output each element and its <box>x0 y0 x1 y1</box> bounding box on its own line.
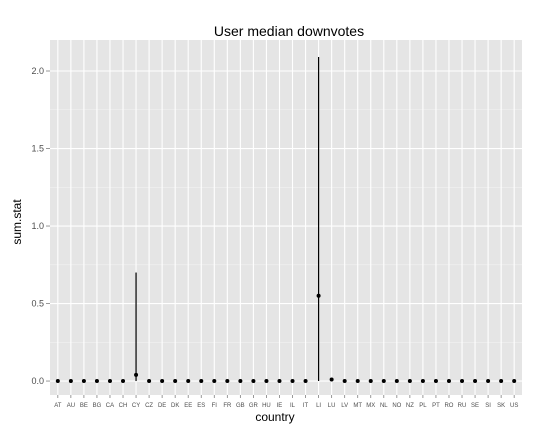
data-point <box>68 379 73 384</box>
x-tick-label: ES <box>197 403 205 409</box>
data-point <box>94 379 99 384</box>
x-tick-label: CH <box>119 403 128 409</box>
data-point <box>212 379 217 384</box>
data-point <box>251 379 256 384</box>
data-point <box>238 379 243 384</box>
data-point <box>486 379 491 384</box>
x-tick-label: AU <box>67 403 75 409</box>
x-axis-ticks: AT AU BE BG CA CH CY CZ DE DK EE ES FI FR GB GR HU IE IL IT… <box>54 395 518 409</box>
x-tick-label: BG <box>93 403 102 409</box>
y-tick-label: 0.5 <box>31 299 44 309</box>
x-tick-label: PL <box>419 403 427 409</box>
x-tick-label: IE <box>277 403 283 409</box>
x-tick-label: NL <box>380 403 388 409</box>
data-point <box>277 379 282 384</box>
data-point <box>394 379 399 384</box>
plot-panel <box>50 40 522 395</box>
data-point <box>290 379 295 384</box>
data-point <box>460 379 465 384</box>
chart-title: User median downvotes <box>214 23 364 39</box>
x-tick-label: LI <box>316 403 321 409</box>
data-point <box>446 379 451 384</box>
data-point <box>186 379 191 384</box>
x-tick-label: US <box>510 403 518 409</box>
x-tick-label: FR <box>223 403 232 409</box>
y-axis-ticks: 0.0 0.5 1.0 1.5 2.0 <box>31 66 50 386</box>
data-point <box>316 293 321 298</box>
data-point <box>121 379 126 384</box>
data-point <box>160 379 165 384</box>
data-point <box>420 379 425 384</box>
data-point <box>329 377 334 382</box>
x-tick-label: MT <box>353 403 362 409</box>
data-point <box>381 379 386 384</box>
x-tick-label: RU <box>458 403 467 409</box>
x-tick-label: AT <box>54 403 62 409</box>
data-point <box>81 379 86 384</box>
x-axis-title: country <box>255 410 294 424</box>
x-tick-label: BE <box>80 403 88 409</box>
x-tick-label: DK <box>171 403 179 409</box>
x-tick-label: CY <box>132 403 140 409</box>
data-point <box>512 379 517 384</box>
x-tick-label: MX <box>366 403 375 409</box>
y-axis-title: sum.stat <box>10 199 24 245</box>
data-point <box>368 379 373 384</box>
x-tick-label: SK <box>497 403 505 409</box>
x-tick-label: RO <box>444 403 453 409</box>
x-tick-label: SE <box>471 403 479 409</box>
data-point <box>107 379 112 384</box>
x-tick-label: LU <box>328 403 336 409</box>
data-point <box>264 379 269 384</box>
x-tick-label: IT <box>303 403 309 409</box>
x-tick-label: SI <box>485 403 491 409</box>
data-point <box>303 379 308 384</box>
x-tick-label: CA <box>106 403 114 409</box>
x-tick-label: GR <box>249 403 259 409</box>
data-point <box>342 379 347 384</box>
data-point <box>225 379 230 384</box>
x-tick-label: CZ <box>145 403 153 409</box>
x-tick-label: DE <box>158 403 166 409</box>
x-tick-label: LV <box>341 403 348 409</box>
data-point <box>173 379 178 384</box>
x-tick-label: HU <box>262 403 271 409</box>
data-point <box>355 379 360 384</box>
data-point <box>147 379 152 384</box>
x-tick-label: FI <box>212 403 218 409</box>
y-tick-label: 1.0 <box>31 221 44 231</box>
y-tick-label: 0.0 <box>31 376 44 386</box>
y-tick-label: 2.0 <box>31 66 44 76</box>
grid-lines <box>50 40 522 395</box>
x-tick-label: PT <box>432 403 440 409</box>
data-point <box>473 379 478 384</box>
data-point <box>407 379 412 384</box>
x-tick-label: NZ <box>406 403 414 409</box>
x-tick-label: IL <box>290 403 296 409</box>
data-point <box>499 379 504 384</box>
x-tick-label: GB <box>236 403 245 409</box>
x-tick-label: NO <box>392 403 401 409</box>
data-point <box>134 372 139 377</box>
data-marks <box>55 57 517 384</box>
y-tick-label: 1.5 <box>31 144 44 154</box>
data-point <box>199 379 204 384</box>
x-tick-label: EE <box>184 403 192 409</box>
data-point <box>433 379 438 384</box>
data-point <box>55 379 60 384</box>
